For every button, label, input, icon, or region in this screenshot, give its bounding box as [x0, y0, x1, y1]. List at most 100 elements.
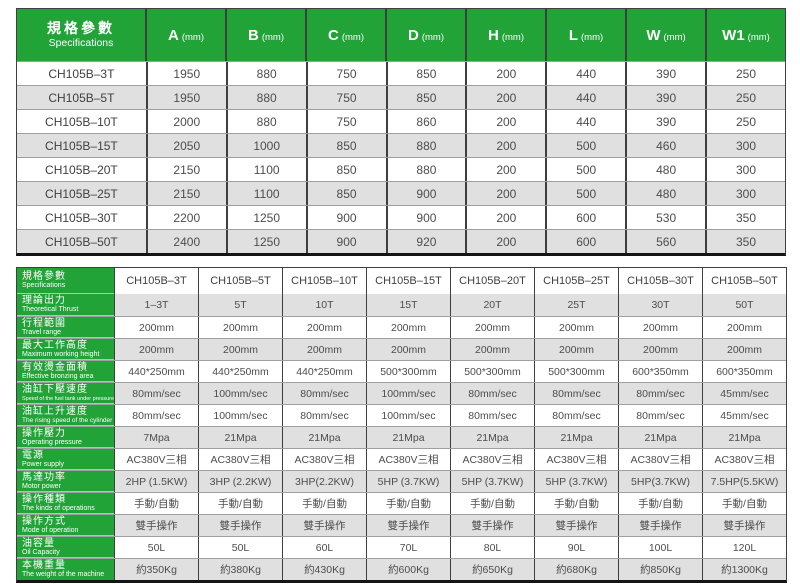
value-cell: 460 — [625, 134, 705, 157]
value-cell: 80mm/sec — [282, 383, 366, 404]
value-cell: 200mm — [282, 339, 366, 360]
column-unit: (mm) — [181, 32, 204, 43]
table-row: CH105B–5T 1950 880 750 850 200 440 390 250 — [17, 85, 785, 109]
value-cell: 200mm — [702, 317, 786, 338]
row-label-en: Oil Capacity — [22, 548, 60, 556]
value-cell: 200mm — [702, 339, 786, 360]
value-cell: 920 — [385, 230, 466, 253]
value-cell: 80mm/sec — [282, 405, 366, 426]
value-cell: 手動/自動 — [114, 493, 198, 514]
dimensions-table: 規格參數 Specifications A (mm) B (mm) C (mm) D (mm)… — [16, 8, 786, 256]
value-cell: 雙手操作 — [114, 515, 198, 536]
value-cell: 1100 — [225, 158, 306, 181]
value-cell: 900 — [305, 230, 386, 253]
value-cell: 2150 — [145, 158, 226, 181]
value-cell: 約350Kg — [114, 559, 198, 580]
value-cell: 80mm/sec — [450, 405, 534, 426]
value-cell: 3HP (2.2KW) — [198, 471, 282, 492]
value-cell: 200mm — [618, 339, 702, 360]
row-label-en: Theoretical Thrust — [22, 306, 79, 313]
value-cell: 80mm/sec — [534, 405, 618, 426]
row-label-zh: 馬達功率 — [22, 471, 66, 483]
value-cell: AC380V三相 — [534, 449, 618, 470]
value-cell: 5HP (3.7KW) — [450, 471, 534, 492]
value-cell: 1250 — [225, 206, 306, 229]
model-header-ch105b-20t: CH105B–20T — [450, 268, 534, 294]
table-row: 本機重量 The weight of the machine 約350Kg 約380K… — [17, 558, 786, 580]
value-cell: 300 — [705, 182, 785, 205]
row-label-zh: 操作方式 — [22, 515, 66, 527]
value-cell: 440 — [545, 110, 625, 133]
row-label-theoretical-thrust: 理論出力 Theoretical Thrust — [17, 294, 114, 316]
spec-header-cell: 規格參數 Specifications — [17, 9, 145, 61]
table-row: 馬達功率 Motor power 2HP (1.5KW) 3HP (2.2KW) 3HP… — [17, 470, 786, 492]
value-cell: 5HP(3.7KW) — [618, 471, 702, 492]
value-cell: 500 — [545, 158, 625, 181]
value-cell: 600*350mm — [702, 361, 786, 382]
value-cell: AC380V三相 — [282, 449, 366, 470]
row-label-en: Speed of the fuel tank under pressure — [22, 395, 114, 402]
column-letter: H — [488, 27, 499, 44]
row-label-zh: 操作壓力 — [22, 427, 66, 439]
value-cell: 50T — [702, 294, 786, 316]
value-cell: 390 — [625, 110, 705, 133]
model-header-ch105b-25t: CH105B–25T — [534, 268, 618, 294]
details-table-header: 規格參數 Specifications CH105B–3T CH105B–5T CH… — [17, 268, 786, 294]
value-cell: 手動/自動 — [618, 493, 702, 514]
value-cell: 雙手操作 — [366, 515, 450, 536]
value-cell: 200 — [465, 134, 545, 157]
value-cell: 440*250mm — [198, 361, 282, 382]
table-row: 理論出力 Theoretical Thrust 1–3T 5T 10T 15T 20T 25T… — [17, 294, 786, 316]
value-cell: 雙手操作 — [198, 515, 282, 536]
value-cell: 500 — [545, 182, 625, 205]
value-cell: 100mm/sec — [198, 383, 282, 404]
value-cell: 200mm — [366, 317, 450, 338]
value-cell: 200mm — [618, 317, 702, 338]
value-cell: 21Mpa — [366, 427, 450, 448]
row-label-zh: 油容量 — [22, 537, 55, 549]
value-cell: 200mm — [450, 339, 534, 360]
value-cell: 5T — [198, 294, 282, 316]
table-row: CH105B–20T 2150 1100 850 880 200 500 480 300 — [17, 157, 785, 181]
column-letter: C — [328, 27, 339, 44]
row-label-en: Maximum working height — [22, 350, 100, 358]
value-cell: AC380V三相 — [366, 449, 450, 470]
value-cell: 80mm/sec — [450, 383, 534, 404]
value-cell: 25T — [534, 294, 618, 316]
value-cell: 2050 — [145, 134, 226, 157]
table-row: CH105B–3T 1950 880 750 850 200 440 390 250 — [17, 61, 785, 85]
value-cell: 200mm — [450, 317, 534, 338]
value-cell: 21Mpa — [618, 427, 702, 448]
value-cell: 2400 — [145, 230, 226, 253]
row-label-travel-range: 行程範圍 Travel range — [17, 317, 114, 338]
dimensions-table-body: CH105B–3T 1950 880 750 850 200 440 390 250 CH105B… — [17, 61, 785, 253]
row-label-en: The kinds of operations — [22, 504, 95, 512]
model-header-ch105b-50t: CH105B–50T — [702, 268, 786, 294]
value-cell: 440 — [545, 86, 625, 109]
value-cell: 50L — [198, 537, 282, 558]
value-cell: 約380Kg — [198, 559, 282, 580]
row-label-en: The rising speed of the cylinder — [22, 416, 113, 424]
value-cell: 2150 — [145, 182, 226, 205]
value-cell: 440*250mm — [282, 361, 366, 382]
value-cell: 200mm — [366, 339, 450, 360]
value-cell: 500*300mm — [366, 361, 450, 382]
table-row: 操作壓力 Operating pressure 7Mpa 21Mpa 21Mpa 21Mp… — [17, 426, 786, 448]
value-cell: 100mm/sec — [366, 405, 450, 426]
value-cell: 21Mpa — [534, 427, 618, 448]
table-row: 油缸下壓速度 Speed of the fuel tank under press… — [17, 382, 786, 404]
row-label-en: The weight of the machine — [22, 571, 105, 578]
value-cell: 80L — [450, 537, 534, 558]
table-row: 操作種類 The kinds of operations 手動/自動 手動/自動 手動/… — [17, 492, 786, 514]
column-header-b: B (mm) — [225, 9, 305, 61]
model-cell: CH105B–50T — [45, 234, 118, 249]
model-cell: CH105B–25T — [45, 186, 118, 201]
table-row: 電源 Power supply AC380V三相 AC380V三相 AC380V三相 AC… — [17, 448, 786, 470]
row-label-effective-bronzing-area: 有效燙金面積 Effective bronzing area — [17, 361, 114, 382]
value-cell: 30T — [618, 294, 702, 316]
model-header-ch105b-15t: CH105B–15T — [366, 268, 450, 294]
value-cell: 480 — [625, 182, 705, 205]
value-cell: 350 — [705, 206, 785, 229]
value-cell: 100L — [618, 537, 702, 558]
